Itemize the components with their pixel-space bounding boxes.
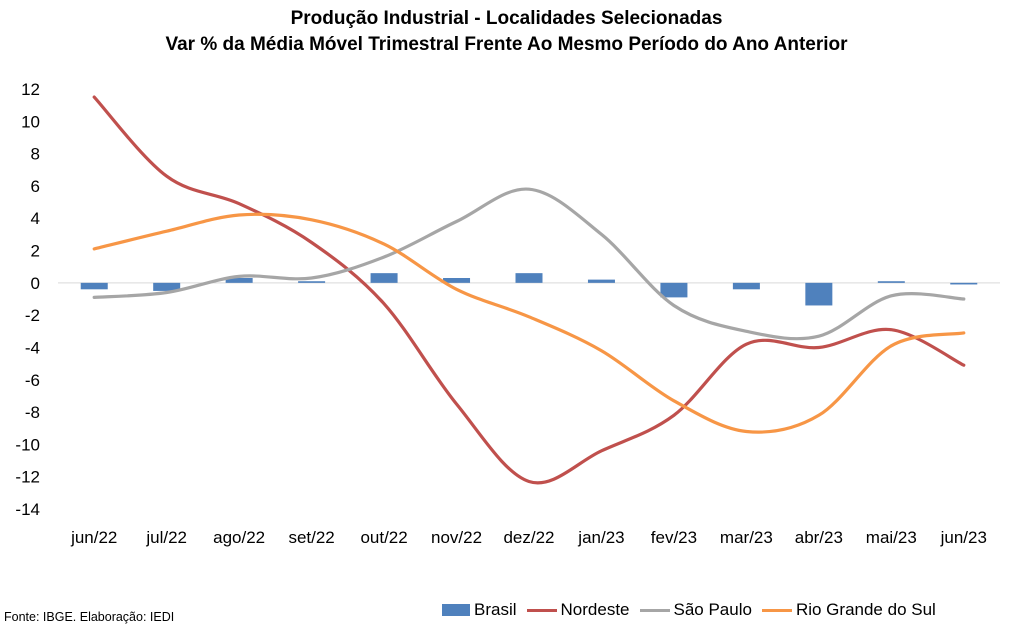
x-tick-label: nov/22: [431, 528, 482, 547]
bar-brasil: [443, 278, 471, 283]
bar-brasil: [877, 281, 905, 283]
legend-item-sao-paulo: São Paulo: [639, 600, 752, 620]
bar-brasil: [950, 282, 978, 285]
line-nordeste: [92, 95, 966, 485]
bar-brasil: [153, 282, 181, 291]
y-tick-label: -10: [15, 435, 40, 454]
y-tick-label: -2: [25, 306, 40, 325]
legend-swatch-brasil: [442, 604, 470, 616]
x-tick-label: ago/22: [213, 528, 265, 547]
bar-brasil: [370, 273, 398, 283]
legend-label-brasil: Brasil: [474, 600, 517, 619]
legend-item-nordeste: Nordeste: [526, 600, 630, 620]
y-tick-label: -12: [15, 468, 40, 487]
chart-title-block: Produção Industrial - Localidades Seleci…: [0, 6, 1013, 58]
bar-brasil: [660, 282, 688, 298]
y-tick-label: -14: [15, 500, 40, 519]
y-tick-label: 0: [31, 274, 40, 293]
bar-brasil: [298, 281, 326, 283]
x-tick-label: mai/23: [866, 528, 917, 547]
x-tick-label: mar/23: [720, 528, 773, 547]
chart-subtitle: Var % da Média Móvel Trimestral Frente A…: [165, 34, 848, 55]
x-tick-label: fev/23: [651, 528, 697, 547]
line-sao-paulo: [92, 187, 966, 341]
bar-brasil: [805, 282, 833, 306]
y-tick-label: 12: [21, 80, 40, 99]
legend-item-brasil: Brasil: [442, 600, 517, 620]
y-tick-label: 10: [21, 112, 40, 131]
x-tick-label: jul/22: [145, 528, 187, 547]
bar-series: [80, 273, 978, 306]
x-tick-label: set/22: [288, 528, 334, 547]
bar-brasil: [225, 278, 253, 283]
bar-brasil: [732, 282, 760, 290]
x-tick-label: out/22: [360, 528, 407, 547]
y-tick-label: 4: [31, 209, 40, 228]
legend-swatch-sao-paulo: [639, 608, 670, 612]
legend-label-nordeste: Nordeste: [560, 600, 630, 619]
y-tick-label: 8: [31, 145, 40, 164]
y-tick-label: -8: [25, 403, 40, 422]
x-tick-label: jun/23: [940, 528, 987, 547]
x-tick-label: dez/22: [503, 528, 554, 547]
bar-brasil: [80, 282, 108, 290]
chart-title: Produção Industrial - Localidades Seleci…: [290, 8, 723, 29]
y-tick-label: -4: [25, 338, 40, 357]
line-series: [92, 95, 966, 485]
bar-brasil: [587, 279, 615, 283]
legend-swatch-rio-grande-do-sul: [761, 608, 792, 612]
x-axis: jun/22 jul/22 ago/22 set/22 out/22 nov/22 dez/…: [58, 282, 1000, 547]
x-tick-label: jun/22: [70, 528, 117, 547]
legend-label-sao-paulo: São Paulo: [673, 600, 752, 619]
legend: Brasil Nordeste São Paulo Rio Grande do …: [442, 600, 936, 620]
legend-swatch-nordeste: [526, 608, 557, 612]
y-tick-label: 2: [31, 242, 40, 261]
legend-label-rio-grande-do-sul: Rio Grande do Sul: [795, 600, 936, 619]
x-tick-label: abr/23: [795, 528, 843, 547]
y-tick-label: -6: [25, 371, 40, 390]
y-tick-label: 6: [31, 177, 40, 196]
source-note: Fonte: IBGE. Elaboração: IEDI: [4, 610, 175, 624]
x-tick-label: jan/23: [577, 528, 624, 547]
line-rio-grande-do-sul: [92, 212, 966, 434]
y-axis: 12 10 8 6 4 2 0 -2 -4 -6 -8 -10 -12 -14: [15, 80, 40, 519]
legend-item-rio-grande-do-sul: Rio Grande do Sul: [761, 600, 936, 620]
bar-brasil: [515, 273, 543, 283]
